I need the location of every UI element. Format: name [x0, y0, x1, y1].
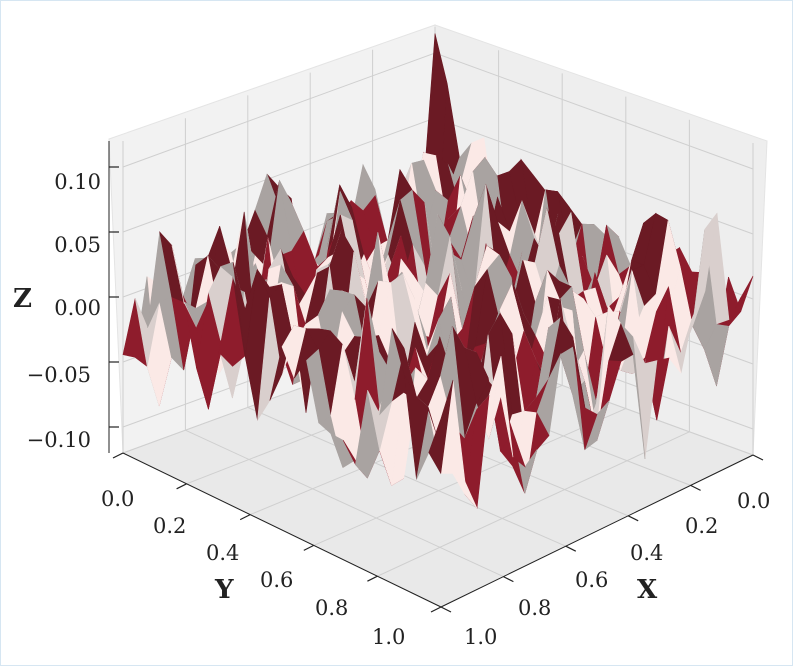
y-tick-label: 0.4 [206, 541, 239, 565]
z-tick-label: −0.10 [27, 428, 91, 452]
x-tick-mark [503, 576, 514, 583]
y-tick-label: 0.8 [315, 596, 348, 620]
x-tick-mark [440, 606, 452, 613]
z-axis-label: Z [13, 284, 32, 314]
y-tick-mark [367, 575, 378, 582]
floor-grid-line [185, 429, 504, 578]
z-tick-label: 0.00 [54, 296, 101, 320]
x-axis-line [122, 452, 442, 608]
x-tick-label: 0.6 [575, 568, 608, 592]
x-tick-mark [752, 454, 764, 461]
surface-facet [428, 379, 454, 475]
y-tick-mark [430, 606, 442, 613]
y-tick-label: 0.0 [101, 487, 134, 511]
x-tick-mark [690, 484, 701, 491]
y-tick-mark [112, 452, 124, 459]
x-tick-label: 1.0 [464, 625, 497, 649]
x-tick-labels: 0.0 0.2 0.4 0.6 0.8 1.0 [464, 489, 770, 649]
y-tick-mark [239, 514, 251, 521]
y-tick-label: 0.6 [260, 568, 293, 592]
axis-lines [108, 141, 764, 613]
x-axis-label: X [637, 575, 658, 605]
y-axis-line [440, 454, 754, 608]
y-tick-label: 0.2 [153, 514, 186, 538]
y-tick-label: 1.0 [372, 625, 405, 649]
y-tick-labels: 0.0 0.2 0.4 0.6 0.8 1.0 [101, 487, 405, 649]
x-tick-label: 0.4 [630, 541, 663, 565]
z-tick-label: −0.05 [27, 363, 91, 387]
z-tick-label: 0.10 [54, 170, 101, 194]
surface-mesh [122, 33, 754, 510]
y-tick-mark [176, 483, 187, 490]
x-tick-label: 0.0 [737, 489, 770, 513]
y-tick-mark [303, 544, 315, 551]
floor-grid-line [377, 431, 690, 577]
floor-grid-line [247, 406, 567, 547]
y-axis-label: Y [214, 575, 234, 605]
z-tick-label: 0.05 [54, 233, 101, 257]
x-tick-label: 0.8 [518, 596, 551, 620]
x-tick-mark [627, 515, 639, 522]
x-tick-label: 0.2 [685, 514, 718, 538]
z-tick-labels: −0.10 −0.05 0.00 0.05 0.10 [27, 170, 101, 452]
x-tick-mark [565, 545, 577, 552]
